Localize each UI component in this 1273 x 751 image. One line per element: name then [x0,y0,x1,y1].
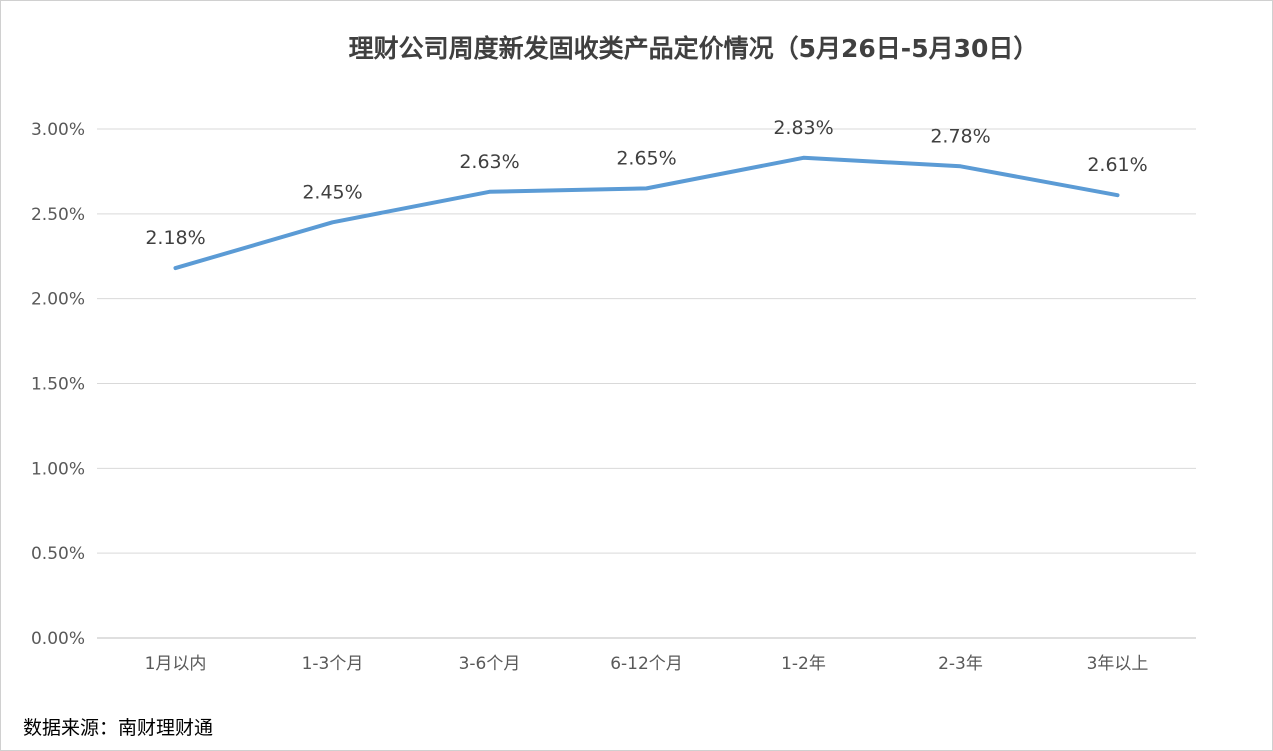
series-line [173,155,1120,271]
y-tick-label: 2.50% [31,205,85,225]
data-label: 2.83% [773,117,833,139]
x-tick-label: 6-12个月 [610,654,683,674]
x-tick-label: 3-6个月 [459,654,521,674]
y-tick-label: 3.00% [31,120,85,140]
y-tick-label: 2.00% [31,290,85,310]
y-tick-label: 1.00% [31,459,85,479]
data-label: 2.61% [1087,154,1147,176]
data-label: 2.45% [302,181,362,203]
y-tick-label: 0.50% [31,544,85,564]
chart-title: 理财公司周度新发固收类产品定价情况（5月26日-5月30日） [348,34,1039,63]
x-tick-label: 1-3个月 [302,654,364,674]
data-label: 2.65% [616,147,676,169]
data-label: 2.63% [459,151,519,173]
x-tick-label: 1-2年 [781,654,826,674]
x-tick-label: 3年以上 [1087,654,1149,674]
y-tick-label: 1.50% [31,375,85,395]
data-source-note: 数据来源：南财理财通 [23,717,214,739]
data-label: 2.78% [930,125,990,147]
y-tick-label: 0.00% [31,629,85,649]
x-tick-label: 2-3年 [938,654,983,674]
x-tick-label: 1月以内 [145,654,207,674]
data-label: 2.18% [145,227,205,249]
